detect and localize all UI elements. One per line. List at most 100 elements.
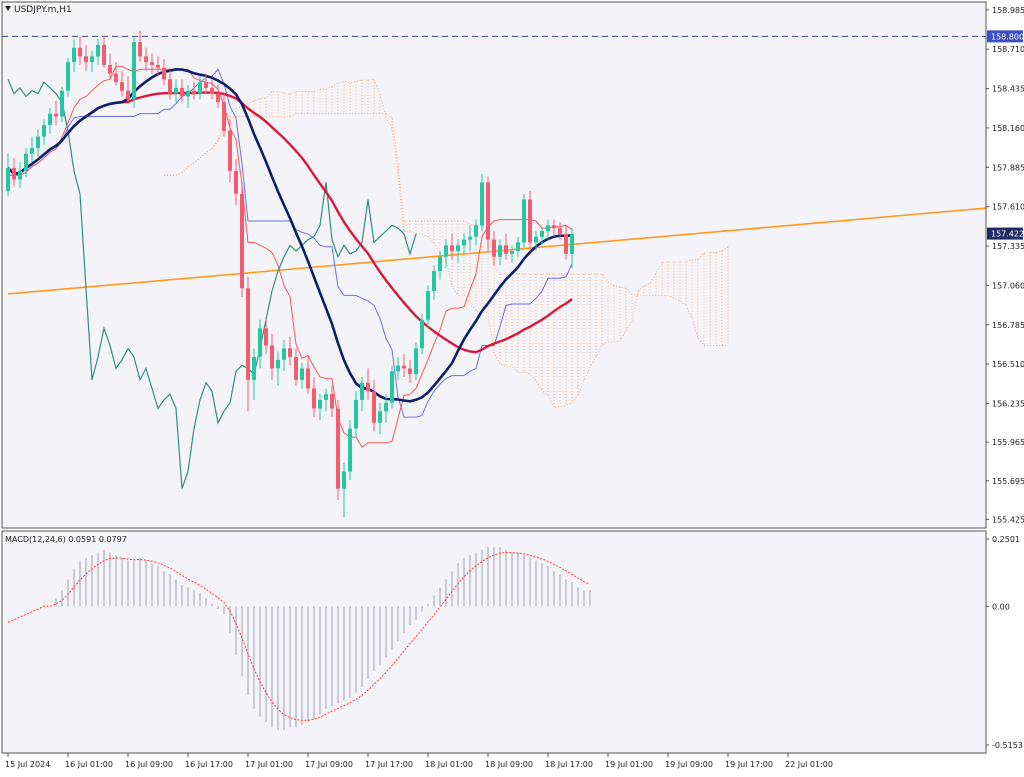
- candle: [546, 219, 550, 240]
- current-price-label: 157.422: [991, 230, 1024, 239]
- candle-body: [564, 233, 568, 254]
- candle-body: [252, 356, 256, 380]
- candle-body: [96, 44, 100, 57]
- candle-body: [558, 228, 562, 234]
- candle: [396, 356, 400, 380]
- level-line-label: 158.800: [991, 32, 1024, 41]
- candle-body: [348, 428, 352, 472]
- candle-body: [270, 345, 274, 369]
- candle: [486, 176, 490, 252]
- macd-indicator: [7, 547, 591, 731]
- candle: [456, 239, 460, 263]
- candle: [186, 85, 190, 108]
- time-tick-label: 22 Jul 01:00: [785, 760, 833, 769]
- candle-body: [522, 199, 526, 243]
- candle: [324, 388, 328, 412]
- candle-body: [534, 236, 538, 243]
- price-tick-label: 158.985: [992, 6, 1024, 15]
- price-tick-label: 157.610: [992, 203, 1024, 212]
- candle: [342, 462, 346, 518]
- candle-body: [480, 182, 484, 226]
- candle: [408, 359, 412, 383]
- candle-body: [138, 42, 142, 57]
- candle: [18, 162, 22, 189]
- candle-body: [312, 388, 316, 409]
- candle: [252, 348, 256, 400]
- candle-body: [144, 56, 148, 63]
- candle: [288, 336, 292, 366]
- candle-body: [336, 408, 340, 489]
- time-tick-label: 18 Jul 17:00: [545, 760, 593, 769]
- candle-body: [108, 64, 112, 74]
- candle: [234, 159, 238, 206]
- price-tick-label: 157.060: [992, 281, 1024, 290]
- candle-body: [30, 147, 34, 154]
- candle: [360, 376, 364, 412]
- time-tick-label: 16 Jul 09:00: [125, 760, 173, 769]
- candle: [174, 79, 178, 103]
- symbol-label: USDJPY.m,H1: [14, 5, 72, 15]
- candle: [336, 399, 340, 501]
- candle: [300, 362, 304, 389]
- symbol-dropdown-icon[interactable]: [5, 6, 11, 11]
- time-tick-label: 16 Jul 17:00: [185, 760, 233, 769]
- candle-body: [240, 193, 244, 289]
- candle: [258, 319, 262, 369]
- candle-body: [198, 82, 202, 94]
- price-tick-label: 158.160: [992, 124, 1024, 133]
- candle: [444, 239, 448, 269]
- candle: [108, 53, 112, 80]
- candle-body: [36, 136, 40, 148]
- candle-body: [204, 82, 208, 88]
- macd-signal-line: [7, 551, 591, 721]
- candle: [276, 351, 280, 386]
- candle-body: [180, 87, 184, 97]
- candle: [564, 225, 568, 260]
- candle-body: [498, 245, 502, 257]
- candle: [528, 190, 532, 252]
- candle-body: [12, 168, 16, 180]
- time-tick-label: 17 Jul 09:00: [305, 760, 353, 769]
- candle-body: [462, 239, 466, 246]
- candle: [570, 228, 574, 269]
- candle: [438, 251, 442, 280]
- candle-body: [486, 182, 490, 240]
- candle: [210, 79, 214, 100]
- candle: [522, 193, 526, 249]
- candle-body: [246, 288, 250, 380]
- candle: [492, 231, 496, 266]
- candle: [516, 236, 520, 257]
- candle-body: [372, 391, 376, 423]
- candle: [246, 276, 250, 412]
- candle-body: [516, 242, 520, 252]
- candle-body: [192, 90, 196, 94]
- price-tick-label: 156.235: [992, 399, 1024, 408]
- candle-body: [150, 62, 154, 65]
- time-tick-label: 15 Jul 2024: [5, 760, 50, 769]
- candle-body: [432, 271, 436, 292]
- price-tick-label: 158.710: [992, 45, 1024, 54]
- indicator-lines: [2, 35, 987, 489]
- candle: [6, 153, 10, 197]
- candle: [240, 182, 244, 297]
- candle-body: [282, 348, 286, 360]
- candle: [198, 76, 202, 100]
- trend-line: [7, 207, 987, 295]
- time-tick-label: 17 Jul 17:00: [365, 760, 413, 769]
- candle-body: [174, 87, 178, 94]
- candle: [84, 44, 88, 71]
- candle: [510, 245, 514, 263]
- candle-body: [330, 394, 334, 409]
- candle: [162, 59, 166, 86]
- candle-body: [570, 233, 574, 254]
- candle-body: [210, 87, 214, 94]
- senkou-span-b: [164, 113, 728, 346]
- candle: [192, 82, 196, 100]
- candle-body: [342, 471, 346, 489]
- candle: [426, 285, 430, 329]
- candle: [66, 57, 70, 97]
- candle: [384, 394, 388, 423]
- candle: [450, 233, 454, 260]
- candle-body: [72, 47, 76, 63]
- candle-body: [120, 82, 124, 91]
